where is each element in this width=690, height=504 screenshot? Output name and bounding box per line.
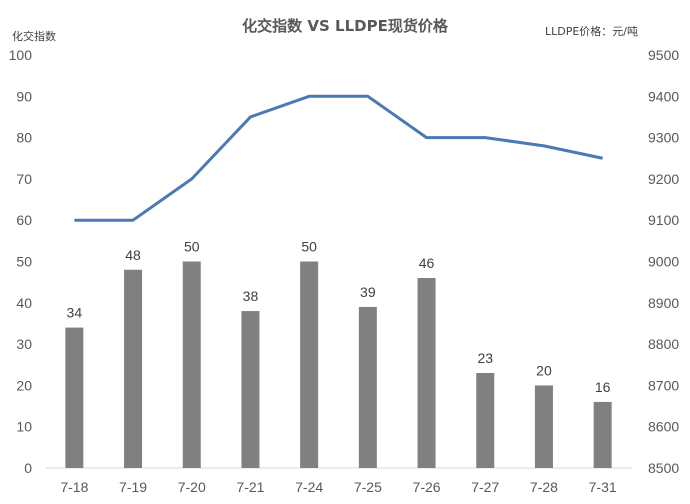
bar-value-label: 23 [477,350,493,366]
right-tick-label: 9300 [648,130,679,146]
right-tick-label: 8800 [648,336,679,352]
bar-value-label: 34 [67,305,83,321]
bar-value-label: 38 [243,288,259,304]
bar [241,311,260,468]
bar-value-label: 20 [536,362,552,378]
bar-value-label: 50 [301,239,317,255]
left-tick-label: 60 [16,212,32,228]
left-tick-label: 50 [16,254,32,270]
x-tick-label: 7-19 [119,479,147,495]
x-axis-ticks: 7-18 7-19 7-20 7-21 7-24 7-25 7-26 7-27 7-28 7-31 [60,479,617,495]
left-tick-label: 80 [16,130,32,146]
bar [65,327,84,468]
right-axis-ticks: 8500 8600 8700 8800 8900 9000 9100 9200 9300 9400… [648,47,679,476]
bar [300,261,319,468]
x-tick-label: 7-24 [295,479,323,495]
bar-value-label: 16 [595,379,611,395]
bar-value-label: 46 [419,255,435,271]
bar-value-label: 48 [125,247,141,263]
bar-series [65,261,612,468]
right-tick-label: 9500 [648,47,679,63]
right-tick-label: 9100 [648,212,679,228]
bar [417,278,436,468]
left-tick-label: 10 [16,419,32,435]
right-tick-label: 8500 [648,460,679,476]
bar [124,269,143,468]
price-line [74,94,603,222]
bar [534,385,553,468]
right-tick-label: 9400 [648,88,679,104]
x-tick-label: 7-21 [236,479,264,495]
left-tick-label: 40 [16,295,32,311]
left-tick-label: 70 [16,171,32,187]
left-tick-label: 90 [16,88,32,104]
right-tick-label: 8600 [648,419,679,435]
bar [593,401,612,468]
bar [182,261,201,468]
right-tick-label: 8900 [648,295,679,311]
bar-data-labels: 34 48 50 38 50 39 46 23 20 16 [67,239,611,395]
right-tick-label: 9000 [648,254,679,270]
x-tick-label: 7-26 [413,479,441,495]
left-tick-label: 100 [9,47,33,63]
x-tick-label: 7-27 [471,479,499,495]
x-tick-label: 7-28 [530,479,558,495]
bar [358,306,377,468]
chart-title: 化交指数 VS LLDPE现货价格 [242,17,449,35]
bar-value-label: 50 [184,239,200,255]
left-axis-label: 化交指数 [12,29,56,43]
x-tick-label: 7-31 [589,479,617,495]
bar [476,373,495,468]
line-series [74,94,603,222]
x-tick-label: 7-25 [354,479,382,495]
left-tick-label: 20 [16,377,32,393]
left-tick-label: 0 [24,460,32,476]
left-tick-label: 30 [16,336,32,352]
x-tick-label: 7-20 [178,479,206,495]
right-axis-label: LLDPE价格：元/吨 [545,24,638,38]
right-tick-label: 8700 [648,377,679,393]
right-tick-label: 9200 [648,171,679,187]
bar-value-label: 39 [360,284,376,300]
left-axis-ticks: 0 10 20 30 40 50 60 70 80 90 100 [9,47,33,476]
x-tick-label: 7-18 [60,479,88,495]
